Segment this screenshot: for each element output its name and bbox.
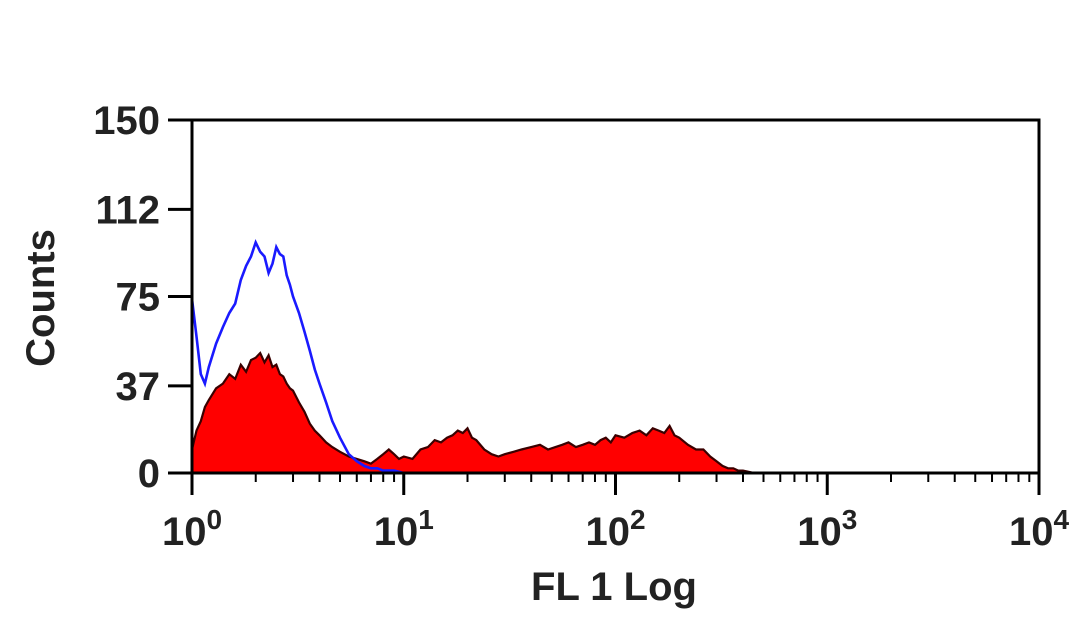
y-tick-label: 0 xyxy=(138,452,160,496)
y-tick-label: 150 xyxy=(93,99,160,143)
x-axis-label: FL 1 Log xyxy=(531,565,697,609)
y-axis-label: Counts xyxy=(19,229,63,367)
histogram-outline-series xyxy=(190,238,421,475)
x-tick-label: 104 xyxy=(1009,504,1070,554)
histogram-filled-series xyxy=(190,351,1039,475)
plot-frame xyxy=(190,118,1041,475)
x-tick-label: 101 xyxy=(374,504,434,554)
y-tick-label: 75 xyxy=(116,276,161,320)
x-tick-label: 100 xyxy=(162,504,222,554)
x-tick-label: 102 xyxy=(585,504,645,554)
y-tick-label: 37 xyxy=(116,365,161,409)
x-tick-label: 103 xyxy=(797,504,857,554)
y-tick-label: 112 xyxy=(95,188,160,232)
